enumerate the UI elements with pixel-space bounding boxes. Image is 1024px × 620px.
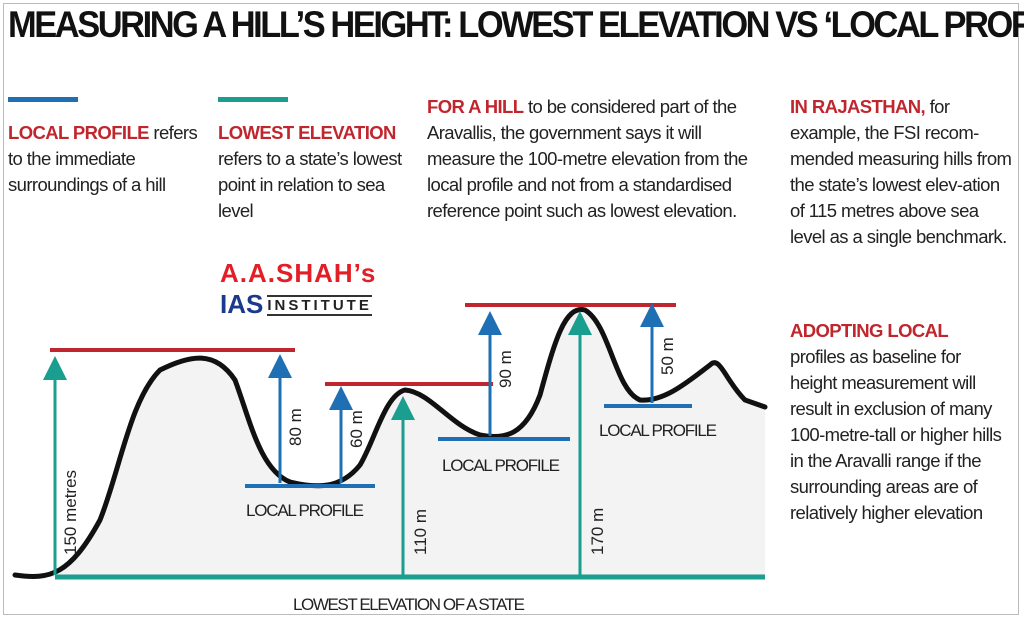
lowest-elevation-label: LOWEST ELEVATION OF A STATE xyxy=(293,595,525,614)
logo-line3: INSTITUTE xyxy=(267,295,372,316)
height-label: 150 metres xyxy=(61,470,80,555)
note-key: ADOPTING LOCAL xyxy=(790,320,949,341)
note-key: FOR A HILL xyxy=(427,96,524,117)
note-key: IN RAJASTHAN, xyxy=(790,96,926,117)
note-text: profiles as baseline for height measurem… xyxy=(790,346,1002,523)
page-title: MEASURING A HILL’S HEIGHT: LOWEST ELEVAT… xyxy=(8,4,1024,45)
logo-line2: IAS xyxy=(220,289,264,319)
height-label: 60 m xyxy=(347,410,366,448)
legend-local-profile: LOCAL PROFILE refers to the immediate su… xyxy=(8,120,198,198)
local-profile-label: LOCAL PROFILE xyxy=(246,501,364,520)
height-label: 170 m xyxy=(588,508,607,555)
local-profile-legend-bar xyxy=(8,97,78,102)
height-label: 90 m xyxy=(496,350,515,388)
local-profile-label: LOCAL PROFILE xyxy=(442,456,560,475)
lowest-elevation-legend-bar xyxy=(218,97,288,102)
note-adopting-local: ADOPTING LOCAL profiles as baseline for … xyxy=(790,318,1005,526)
note-rajasthan: IN RAJASTHAN, for example, the FSI recom… xyxy=(790,94,1015,250)
height-label: 110 m xyxy=(411,509,430,555)
terrain-fill xyxy=(15,309,765,577)
height-label: 80 m xyxy=(286,408,305,446)
institute-logo: A.A.SHAH’s IAS INSTITUTE xyxy=(220,258,400,320)
legend-lowest-elevation: LOWEST ELEVATION refers to a state’s low… xyxy=(218,120,403,224)
note-for-a-hill: FOR A HILL to be considered part of the … xyxy=(427,94,757,224)
logo-line1: A.A.SHAH’s xyxy=(220,258,377,288)
terrain-line xyxy=(12,307,768,579)
legend-key: LOWEST ELEVATION xyxy=(218,122,396,143)
height-label: 50 m xyxy=(658,337,677,375)
legend-key: LOCAL PROFILE xyxy=(8,122,149,143)
note-text: to be considered part of the Aravallis, … xyxy=(427,96,748,221)
note-text: for example, the FSI recom-mended measur… xyxy=(790,96,1012,247)
local-profile-label: LOCAL PROFILE xyxy=(599,421,717,440)
legend-text: refers to the immediate surroundings of … xyxy=(8,122,198,195)
legend-text: refers to a state’s lowest point in rela… xyxy=(218,148,402,221)
frame xyxy=(3,3,1019,615)
